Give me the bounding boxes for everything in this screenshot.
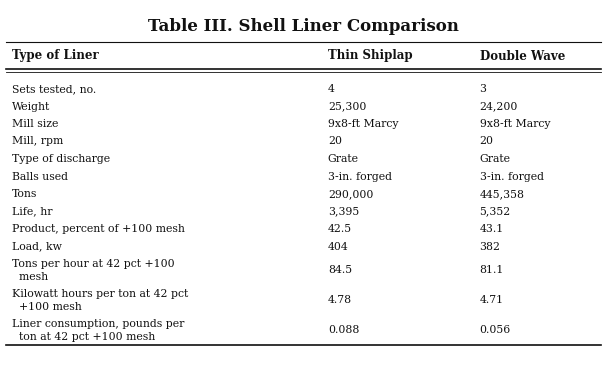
Text: 81.1: 81.1 (480, 265, 504, 275)
Text: 3,395: 3,395 (328, 206, 359, 216)
Text: 404: 404 (328, 241, 348, 252)
Text: 42.5: 42.5 (328, 224, 352, 234)
Text: 382: 382 (480, 241, 501, 252)
Text: Balls used: Balls used (12, 172, 68, 181)
Text: 3: 3 (480, 84, 487, 94)
Text: 4: 4 (328, 84, 334, 94)
Text: Type of discharge: Type of discharge (12, 154, 110, 164)
Text: Liner consumption, pounds per
  ton at 42 pct +100 mesh: Liner consumption, pounds per ton at 42 … (12, 319, 185, 342)
Text: 0.088: 0.088 (328, 325, 359, 335)
Text: 20: 20 (328, 136, 342, 147)
Text: Type of Liner: Type of Liner (12, 50, 99, 62)
Text: 43.1: 43.1 (480, 224, 504, 234)
Text: Mill, rpm: Mill, rpm (12, 136, 63, 147)
Text: 4.71: 4.71 (480, 295, 504, 305)
Text: Product, percent of +100 mesh: Product, percent of +100 mesh (12, 224, 185, 234)
Text: 24,200: 24,200 (480, 101, 518, 112)
Text: 4.78: 4.78 (328, 295, 352, 305)
Text: Mill size: Mill size (12, 119, 58, 129)
Text: Life, hr: Life, hr (12, 206, 53, 216)
Text: Grate: Grate (328, 154, 359, 164)
Text: 445,358: 445,358 (480, 189, 524, 199)
Text: 290,000: 290,000 (328, 189, 373, 199)
Text: 84.5: 84.5 (328, 265, 352, 275)
Text: 9x8-ft Marcy: 9x8-ft Marcy (480, 119, 550, 129)
Text: 3-in. forged: 3-in. forged (480, 172, 543, 181)
Text: Kilowatt hours per ton at 42 pct
  +100 mesh: Kilowatt hours per ton at 42 pct +100 me… (12, 289, 188, 312)
Text: Grate: Grate (480, 154, 510, 164)
Text: Thin Shiplap: Thin Shiplap (328, 50, 412, 62)
Text: Tons: Tons (12, 189, 38, 199)
Text: Sets tested, no.: Sets tested, no. (12, 84, 97, 94)
Text: Load, kw: Load, kw (12, 241, 62, 252)
Text: 5,352: 5,352 (480, 206, 510, 216)
Text: 9x8-ft Marcy: 9x8-ft Marcy (328, 119, 398, 129)
Text: Double Wave: Double Wave (480, 50, 565, 62)
Text: Weight: Weight (12, 101, 50, 112)
Text: 20: 20 (480, 136, 493, 147)
Text: 3-in. forged: 3-in. forged (328, 172, 392, 181)
Text: 0.056: 0.056 (480, 325, 510, 335)
Text: Tons per hour at 42 pct +100
  mesh: Tons per hour at 42 pct +100 mesh (12, 259, 175, 282)
Text: 25,300: 25,300 (328, 101, 366, 112)
Text: Table III. Shell Liner Comparison: Table III. Shell Liner Comparison (148, 18, 459, 35)
